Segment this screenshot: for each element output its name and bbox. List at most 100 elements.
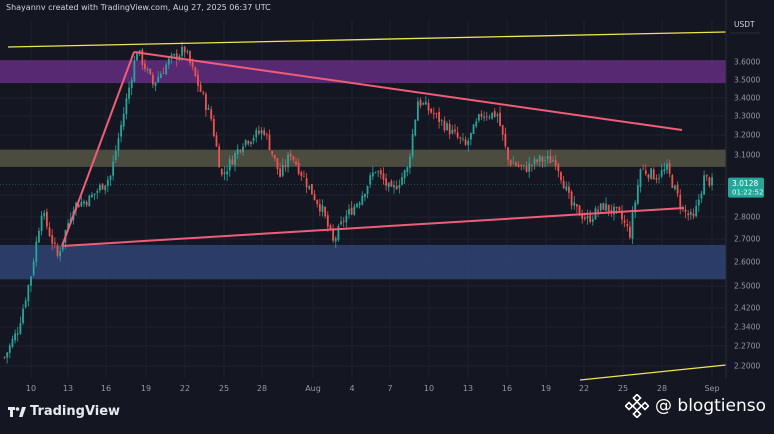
candle-body bbox=[207, 108, 210, 110]
candle bbox=[231, 155, 234, 165]
candle-body bbox=[483, 116, 486, 119]
candle-body bbox=[390, 181, 393, 187]
candle-body bbox=[679, 194, 682, 208]
candle bbox=[223, 165, 226, 181]
candle bbox=[165, 62, 168, 76]
candle-body bbox=[271, 150, 274, 155]
candle bbox=[311, 183, 313, 195]
candle-body bbox=[141, 49, 144, 65]
candle bbox=[634, 199, 637, 219]
candle bbox=[334, 236, 337, 248]
candle bbox=[220, 168, 223, 177]
candle bbox=[114, 145, 117, 163]
candle bbox=[300, 170, 303, 181]
candle-body bbox=[647, 174, 650, 179]
candle bbox=[570, 189, 573, 210]
candle bbox=[576, 203, 578, 213]
candle bbox=[560, 171, 562, 184]
candle-body bbox=[591, 219, 594, 222]
candle bbox=[332, 224, 334, 243]
candle-body bbox=[708, 177, 711, 186]
candle-body bbox=[3, 357, 6, 358]
candle bbox=[106, 175, 109, 193]
candle bbox=[53, 237, 56, 249]
candle bbox=[173, 53, 175, 57]
candle-body bbox=[499, 112, 501, 126]
candle-body bbox=[432, 112, 435, 114]
x-tick-label: 13 bbox=[463, 384, 473, 393]
candle-body bbox=[427, 103, 430, 111]
candle bbox=[454, 124, 456, 135]
y-tick-label: 3.1000 bbox=[734, 151, 760, 160]
candle-body bbox=[512, 162, 515, 164]
candle-body bbox=[152, 74, 154, 85]
candle-body bbox=[602, 203, 605, 210]
candle-body bbox=[528, 163, 531, 172]
candle bbox=[591, 215, 594, 226]
candle bbox=[703, 170, 705, 195]
candle-body bbox=[183, 46, 186, 53]
candle-body bbox=[520, 164, 523, 166]
candle-body bbox=[358, 203, 361, 206]
candle bbox=[247, 140, 250, 146]
candle-body bbox=[154, 82, 157, 87]
candle bbox=[120, 120, 122, 143]
candle bbox=[112, 155, 115, 181]
candle-body bbox=[636, 185, 639, 204]
candle-body bbox=[181, 46, 183, 56]
zone-mid bbox=[0, 149, 726, 167]
candle bbox=[287, 151, 289, 173]
candle-body bbox=[711, 177, 713, 186]
candle bbox=[480, 110, 483, 120]
candle-body bbox=[136, 53, 138, 61]
candle bbox=[313, 190, 316, 201]
x-tick-label: 19 bbox=[141, 384, 151, 393]
candle-body bbox=[149, 68, 152, 74]
candle-body bbox=[475, 121, 478, 127]
candle bbox=[697, 194, 700, 212]
candle bbox=[440, 118, 443, 126]
candle-body bbox=[689, 211, 692, 215]
candle-body bbox=[223, 172, 226, 175]
candle bbox=[589, 210, 592, 224]
tradingview-logo[interactable]: TradingView bbox=[8, 404, 120, 419]
candle-body bbox=[697, 199, 700, 206]
candle-body bbox=[546, 155, 549, 159]
candle-body bbox=[247, 141, 250, 144]
candle bbox=[533, 156, 536, 170]
candle bbox=[631, 206, 634, 244]
candle bbox=[501, 124, 504, 141]
candle-body bbox=[8, 345, 11, 353]
candle bbox=[666, 159, 668, 174]
candle bbox=[361, 191, 364, 206]
candle-body bbox=[422, 103, 425, 105]
candle bbox=[512, 156, 515, 164]
candle-body bbox=[14, 333, 16, 341]
candle bbox=[470, 132, 472, 146]
candle-body bbox=[51, 235, 54, 244]
candle bbox=[520, 164, 523, 171]
candle bbox=[32, 258, 35, 277]
candle-body bbox=[515, 162, 517, 166]
candle bbox=[493, 108, 496, 118]
zone-layer bbox=[0, 60, 726, 280]
candle-body bbox=[443, 120, 446, 131]
candle bbox=[544, 156, 546, 168]
x-tick-label: 4 bbox=[349, 384, 354, 393]
candle-body bbox=[91, 194, 93, 198]
candle bbox=[130, 77, 133, 95]
candle bbox=[228, 155, 231, 177]
candle-body bbox=[260, 130, 263, 134]
y-tick-label: 2.6000 bbox=[734, 258, 760, 267]
candle-body bbox=[576, 204, 578, 207]
candle-body bbox=[170, 54, 173, 58]
candle-body bbox=[24, 300, 27, 308]
candle-body bbox=[40, 215, 43, 232]
candle bbox=[422, 101, 425, 106]
candle bbox=[554, 154, 557, 171]
candle-body bbox=[424, 101, 427, 105]
candle bbox=[167, 57, 170, 70]
candle-body bbox=[340, 221, 342, 225]
candle bbox=[40, 210, 43, 236]
candle-body bbox=[138, 50, 141, 54]
